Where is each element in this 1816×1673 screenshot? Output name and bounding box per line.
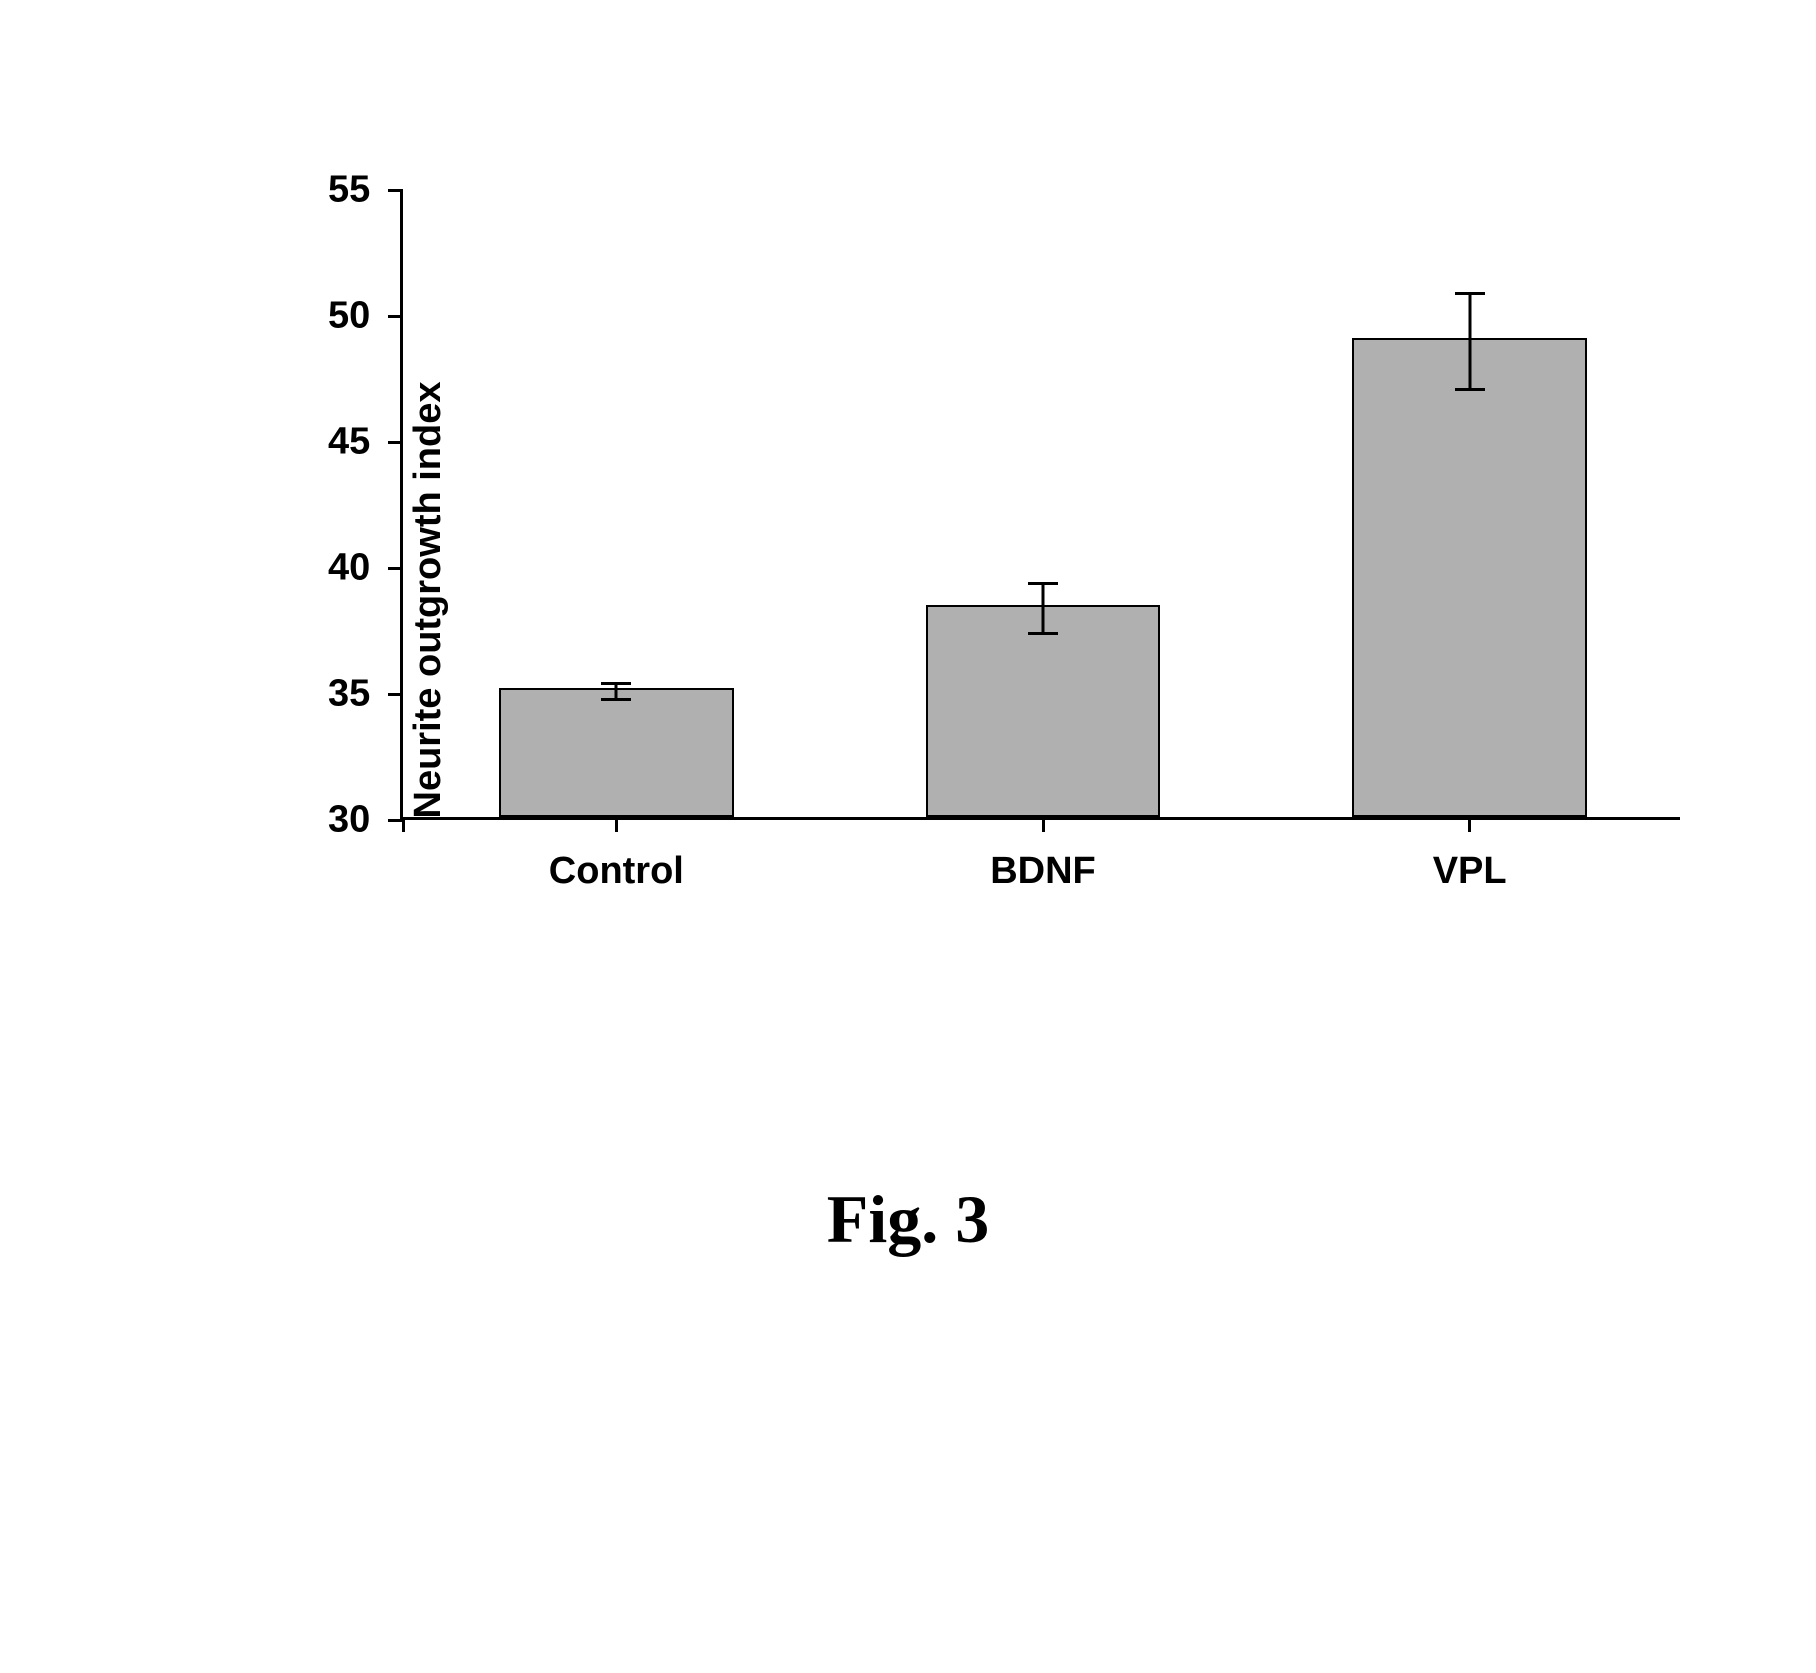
y-tick	[388, 441, 403, 444]
error-cap-top	[1028, 582, 1058, 585]
bar	[1352, 338, 1587, 817]
error-cap-bottom	[601, 698, 631, 701]
x-category-label: VPL	[1433, 850, 1507, 893]
error-bar	[1042, 583, 1045, 633]
x-tick	[1042, 817, 1045, 832]
error-cap-bottom	[1028, 632, 1058, 635]
y-tick-label: 50	[328, 295, 370, 338]
y-tick-label: 40	[328, 547, 370, 590]
chart-container: Neurite outgrowth index 303540455055Cont…	[180, 150, 1680, 1050]
plot-area: 303540455055ControlBDNFVPL	[400, 190, 1680, 820]
error-cap-top	[601, 682, 631, 685]
error-bar	[1468, 293, 1471, 389]
error-cap-top	[1455, 292, 1485, 295]
error-cap-bottom	[1455, 388, 1485, 391]
y-tick	[388, 315, 403, 318]
y-tick	[388, 693, 403, 696]
y-tick-label: 45	[328, 421, 370, 464]
x-tick	[615, 817, 618, 832]
y-tick-label: 35	[328, 673, 370, 716]
x-tick	[1468, 817, 1471, 832]
bar	[499, 688, 734, 817]
x-category-label: Control	[549, 850, 684, 893]
x-category-label: BDNF	[990, 850, 1096, 893]
y-tick-label: 55	[328, 169, 370, 212]
bar	[926, 605, 1161, 817]
y-tick	[388, 189, 403, 192]
y-tick-label: 30	[328, 799, 370, 842]
y-tick	[388, 567, 403, 570]
x-tick	[402, 817, 405, 832]
figure-caption: Fig. 3	[827, 1180, 989, 1259]
